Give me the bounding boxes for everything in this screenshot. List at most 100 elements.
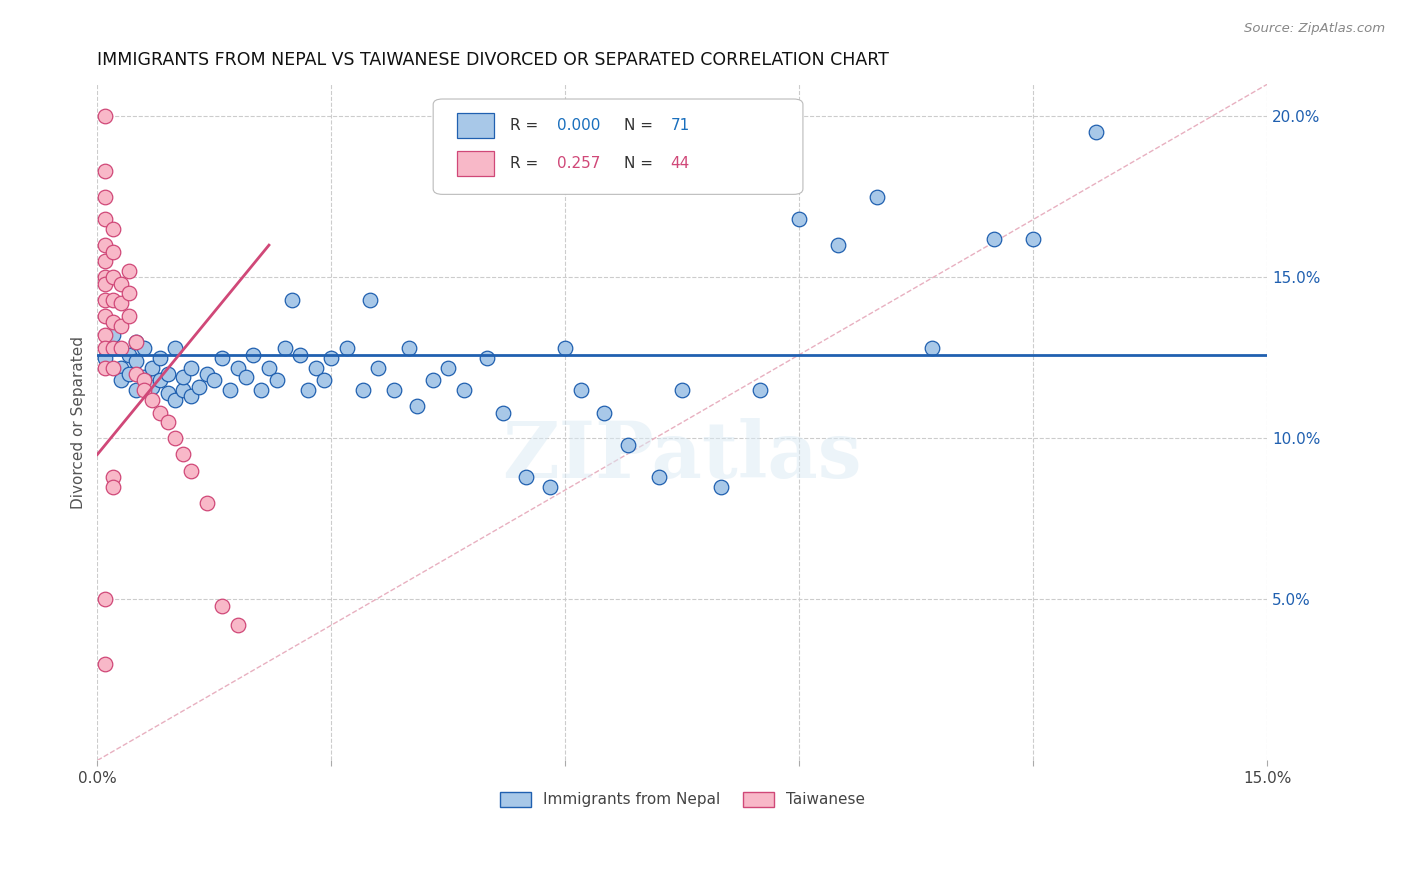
Point	[569, 383, 592, 397]
Point	[312, 373, 335, 387]
Point	[219, 383, 242, 397]
Point	[242, 348, 264, 362]
Point	[281, 293, 304, 307]
Point	[617, 438, 640, 452]
Point	[554, 341, 576, 355]
Point	[983, 232, 1005, 246]
Point	[187, 380, 209, 394]
Point	[101, 480, 124, 494]
Point	[305, 360, 328, 375]
Point	[359, 293, 381, 307]
Point	[398, 341, 420, 355]
Point	[297, 383, 319, 397]
Text: IMMIGRANTS FROM NEPAL VS TAIWANESE DIVORCED OR SEPARATED CORRELATION CHART: IMMIGRANTS FROM NEPAL VS TAIWANESE DIVOR…	[97, 51, 889, 69]
Point	[94, 270, 117, 285]
Text: 44: 44	[671, 156, 690, 171]
Point	[165, 431, 187, 445]
Point	[117, 348, 139, 362]
Point	[266, 373, 288, 387]
Point	[749, 383, 772, 397]
Point	[94, 109, 117, 123]
Point	[226, 618, 249, 632]
Point	[165, 341, 187, 355]
Point	[250, 383, 273, 397]
Point	[257, 360, 280, 375]
Point	[94, 328, 117, 343]
Point	[134, 341, 156, 355]
Point	[288, 348, 311, 362]
Point	[110, 341, 132, 355]
Point	[101, 341, 124, 355]
Point	[827, 238, 849, 252]
Point	[101, 470, 124, 484]
Point	[94, 164, 117, 178]
Point	[180, 464, 202, 478]
Point	[94, 293, 117, 307]
Point	[235, 370, 257, 384]
Point	[593, 406, 616, 420]
Point	[382, 383, 405, 397]
Point	[101, 315, 124, 329]
Point	[94, 238, 117, 252]
Point	[492, 406, 515, 420]
Point	[172, 383, 194, 397]
Point	[211, 351, 233, 365]
Text: R =: R =	[510, 118, 548, 133]
Point	[117, 286, 139, 301]
Point	[94, 254, 117, 268]
Point	[134, 383, 156, 397]
Point	[141, 360, 163, 375]
Point	[117, 264, 139, 278]
Point	[101, 270, 124, 285]
Point	[273, 341, 295, 355]
Point	[101, 293, 124, 307]
Text: N =: N =	[624, 118, 662, 133]
Point	[110, 360, 132, 375]
Point	[866, 190, 889, 204]
Point	[94, 341, 117, 355]
Point	[134, 373, 156, 387]
Point	[110, 277, 132, 291]
Point	[156, 415, 179, 429]
Point	[367, 360, 389, 375]
Point	[1022, 232, 1045, 246]
Point	[94, 360, 117, 375]
Text: ZIPatlas: ZIPatlas	[502, 418, 862, 494]
Point	[125, 334, 148, 349]
Point	[1084, 125, 1107, 139]
Text: 0.000: 0.000	[557, 118, 600, 133]
Point	[117, 309, 139, 323]
Point	[117, 367, 139, 381]
Point	[437, 360, 460, 375]
Text: R =: R =	[510, 156, 548, 171]
Point	[180, 360, 202, 375]
Point	[406, 399, 429, 413]
Text: N =: N =	[624, 156, 662, 171]
Point	[110, 296, 132, 310]
Point	[789, 212, 811, 227]
Point	[141, 392, 163, 407]
Point	[211, 599, 233, 613]
Point	[538, 480, 561, 494]
Point	[422, 373, 444, 387]
Point	[94, 190, 117, 204]
Point	[125, 367, 148, 381]
Point	[125, 354, 148, 368]
Text: Source: ZipAtlas.com: Source: ZipAtlas.com	[1244, 22, 1385, 36]
Bar	[457, 112, 494, 138]
Point	[156, 386, 179, 401]
Y-axis label: Divorced or Separated: Divorced or Separated	[72, 335, 86, 508]
Point	[110, 318, 132, 333]
Point	[336, 341, 359, 355]
Point	[172, 447, 194, 461]
Point	[94, 277, 117, 291]
Point	[101, 341, 124, 355]
Point	[195, 496, 218, 510]
Text: 0.257: 0.257	[557, 156, 600, 171]
Point	[94, 351, 117, 365]
Point	[125, 334, 148, 349]
Point	[134, 370, 156, 384]
Point	[149, 351, 172, 365]
Point	[94, 657, 117, 671]
Point	[172, 370, 194, 384]
